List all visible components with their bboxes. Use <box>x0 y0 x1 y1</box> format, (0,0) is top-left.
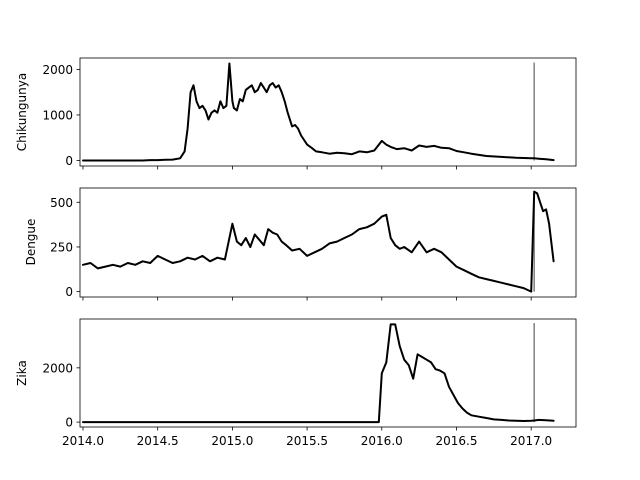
y-tick-label: 1000 <box>42 108 73 122</box>
x-ticks: 2014.0 2014.5 2015.0 2015.5 2016.0 2016.5 2017… <box>62 427 552 448</box>
y-axis-label: Dengue <box>24 219 38 266</box>
x-tick-label: 2015.5 <box>286 434 328 448</box>
y-tick-label: 0 <box>65 285 73 299</box>
x-tick-label: 2016.5 <box>435 434 477 448</box>
y-tick-label: 0 <box>65 154 73 168</box>
y-ticks: 0 2000 <box>42 361 80 430</box>
y-axis-label: Zika <box>15 360 29 386</box>
x-ticks <box>82 166 532 170</box>
panel-frame <box>79 187 577 298</box>
x-tick-label: 2014.5 <box>137 434 179 448</box>
y-ticks: 0 1000 2000 <box>42 63 80 168</box>
y-tick-label: 0 <box>65 416 73 430</box>
series-line <box>82 323 555 424</box>
panel-dengue: Dengue 0 250 500 <box>24 187 577 301</box>
y-tick-label: 500 <box>50 196 73 210</box>
panel-chikungunya: Chikungunya 0 1000 2000 <box>15 57 577 170</box>
x-tick-label: 2015.0 <box>211 434 253 448</box>
panel-frame <box>79 57 577 167</box>
y-tick-label: 2000 <box>42 361 73 375</box>
series-line <box>82 190 555 293</box>
x-tick-label: 2014.0 <box>62 434 104 448</box>
panel-frame <box>79 318 577 428</box>
y-axis-label: Chikungunya <box>15 73 29 151</box>
x-ticks <box>82 297 532 301</box>
y-tick-label: 250 <box>50 240 73 254</box>
y-ticks: 0 250 500 <box>50 196 80 299</box>
x-tick-label: 2017.0 <box>510 434 552 448</box>
y-tick-label: 2000 <box>42 63 73 77</box>
x-tick-label: 2016.0 <box>361 434 403 448</box>
series-line <box>82 62 555 162</box>
panel-zika: Zika 0 2000 2014.0 2014.5 2015.0 2015.5 2016.… <box>15 318 577 448</box>
